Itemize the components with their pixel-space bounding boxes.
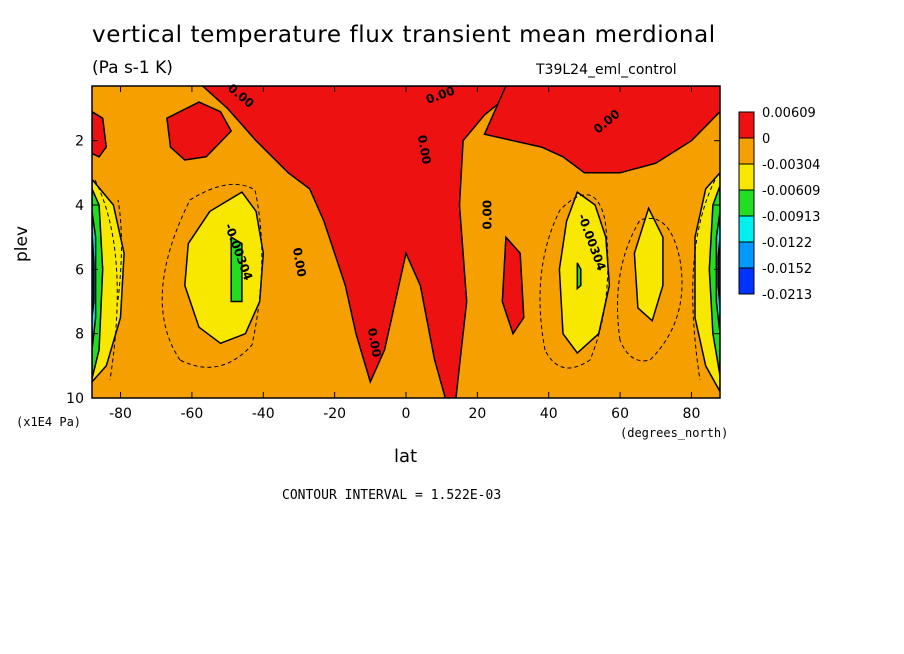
contour-region-000304 — [558, 190, 611, 355]
x-tick-label: -40 — [252, 406, 275, 422]
contour-line — [117, 183, 263, 368]
contour-label: 0.00 — [290, 246, 309, 278]
colorbar-label: 0.00609 — [762, 106, 816, 121]
contour-interval-note: CONTOUR INTERVAL = 1.522E-03 — [282, 488, 502, 503]
y-axis: 2 4 6 8 10 — [66, 134, 720, 407]
contour-line — [539, 194, 609, 369]
contour-label: 0.00 — [481, 200, 495, 230]
contour-line-layer — [94, 179, 716, 381]
x-tick-label: 0 — [402, 406, 411, 422]
colorbar-label: -0.0152 — [762, 262, 812, 277]
x-axis-units: (degrees_north) — [620, 426, 729, 440]
colorbar-swatch — [738, 241, 755, 269]
x-tick-label: 60 — [611, 406, 629, 422]
contour-region-positive — [166, 101, 233, 161]
colorbar-label: -0.0213 — [762, 288, 812, 303]
contour-label: 0.00 — [415, 134, 434, 166]
contour-region-positive — [483, 86, 720, 174]
x-tick-label: -20 — [323, 406, 346, 422]
x-axis: -80 -60 -40 -20 0 20 40 60 80 — [109, 86, 700, 422]
x-tick-label: -80 — [109, 406, 132, 422]
x-tick-label: 40 — [540, 406, 558, 422]
contour-region-000609 — [576, 262, 582, 291]
x-tick-label: 80 — [683, 406, 701, 422]
chart-subtitle: (Pa s-1 K) — [92, 58, 173, 78]
y-tick-label: 4 — [75, 198, 84, 214]
contour-region-000609 — [230, 235, 243, 303]
contour-fill-layer — [92, 86, 720, 398]
contour-region-positive — [201, 86, 522, 398]
chart-title: vertical temperature flux transient mean… — [92, 22, 716, 48]
y-tick-label: 2 — [75, 134, 84, 150]
colorbar: 0.00609 0 -0.00304 -0.00609 -0.00913 -0.0122 -… — [738, 106, 820, 303]
x-tick-label: -60 — [180, 406, 203, 422]
y-tick-label: 10 — [66, 391, 84, 407]
x-tick-label: 20 — [468, 406, 486, 422]
colorbar-swatch — [738, 111, 755, 139]
colorbar-swatch — [738, 137, 755, 165]
colorbar-swatch — [738, 163, 755, 191]
x-axis-label: lat — [394, 446, 418, 467]
y-axis-units: (x1E4 Pa) — [16, 415, 82, 429]
dataset-name: T39L24_eml_control — [536, 62, 677, 78]
contour-region-positive — [501, 235, 525, 336]
colorbar-label: -0.00304 — [762, 158, 820, 173]
colorbar-swatch — [738, 189, 755, 217]
colorbar-label: 0 — [762, 132, 770, 147]
colorbar-swatch — [738, 267, 755, 295]
colorbar-label: -0.0122 — [762, 236, 812, 251]
colorbar-swatch — [738, 215, 755, 243]
contour-label: 0.00 — [365, 327, 384, 359]
y-tick-label: 8 — [75, 327, 84, 343]
contour-region-000304 — [633, 206, 664, 323]
contour-region-positive — [92, 110, 108, 158]
colorbar-label: -0.00913 — [762, 210, 820, 225]
contour-line — [617, 218, 683, 362]
y-tick-label: 6 — [75, 262, 84, 278]
colorbar-label: -0.00609 — [762, 184, 820, 199]
